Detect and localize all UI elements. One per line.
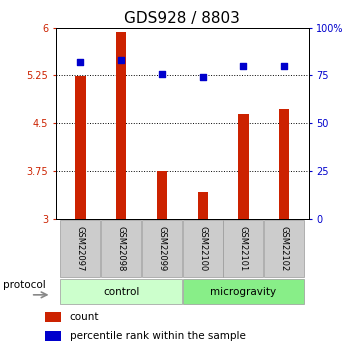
- Text: percentile rank within the sample: percentile rank within the sample: [70, 331, 246, 341]
- Point: [240, 63, 246, 69]
- Text: control: control: [103, 287, 139, 296]
- Bar: [238, 114, 248, 219]
- Text: GSM22097: GSM22097: [76, 226, 85, 271]
- FancyBboxPatch shape: [183, 279, 304, 304]
- FancyBboxPatch shape: [183, 220, 223, 277]
- Point: [78, 59, 83, 65]
- Bar: [75, 76, 86, 219]
- Bar: [157, 170, 167, 219]
- Text: protocol: protocol: [3, 280, 45, 290]
- Text: count: count: [70, 312, 99, 322]
- Bar: [197, 192, 208, 219]
- Text: GSM22098: GSM22098: [117, 226, 126, 271]
- Point: [159, 71, 165, 76]
- FancyBboxPatch shape: [60, 220, 100, 277]
- FancyBboxPatch shape: [60, 279, 182, 304]
- Text: GSM22102: GSM22102: [280, 226, 289, 271]
- Bar: [45, 331, 61, 341]
- Text: GSM22099: GSM22099: [157, 226, 166, 271]
- Text: GSM22101: GSM22101: [239, 226, 248, 271]
- Point: [118, 57, 124, 63]
- Point: [281, 63, 287, 69]
- FancyBboxPatch shape: [142, 220, 182, 277]
- Bar: [45, 312, 61, 322]
- FancyBboxPatch shape: [101, 220, 141, 277]
- FancyBboxPatch shape: [223, 220, 264, 277]
- Text: GSM22100: GSM22100: [198, 226, 207, 271]
- Bar: [279, 109, 289, 219]
- Text: microgravity: microgravity: [210, 287, 277, 296]
- FancyBboxPatch shape: [264, 220, 304, 277]
- Bar: [116, 32, 126, 219]
- Title: GDS928 / 8803: GDS928 / 8803: [125, 11, 240, 27]
- Point: [200, 75, 205, 80]
